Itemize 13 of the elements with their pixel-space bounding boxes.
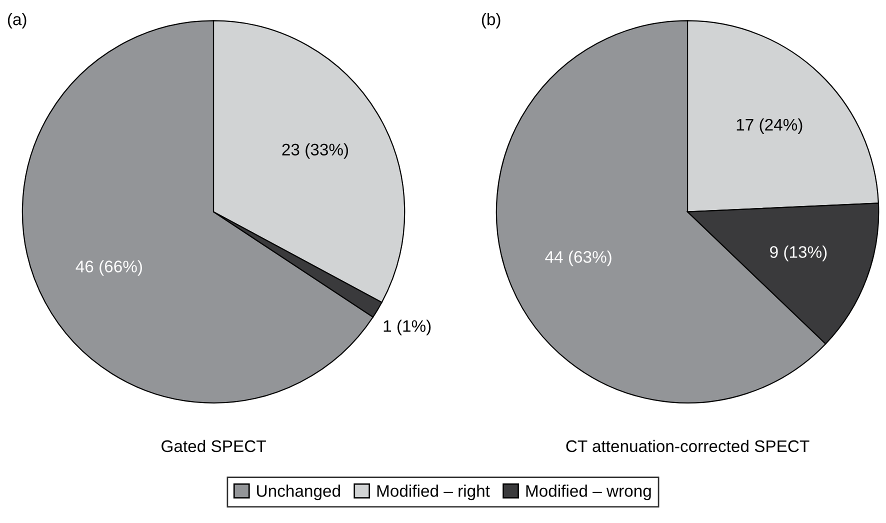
data-label: 46 (66%): [76, 260, 142, 276]
legend-label: Unchanged: [257, 484, 340, 500]
text: CT attenuation-corrected SPECT: [566, 440, 810, 452]
data-label: 9 (13%): [770, 246, 827, 262]
data-label: 23 (33%): [282, 143, 348, 159]
data-label: 17 (24%): [736, 118, 802, 134]
text: Gated SPECT: [162, 440, 266, 452]
chart-title: (a): [8, 12, 26, 29]
data-label: 1 (1%): [384, 320, 431, 336]
legend-label: Modified – wrong: [526, 484, 651, 500]
chart-title: (b): [482, 12, 500, 29]
data-label: 44 (63%): [545, 250, 612, 266]
legend-label: Modified – right: [377, 484, 490, 500]
